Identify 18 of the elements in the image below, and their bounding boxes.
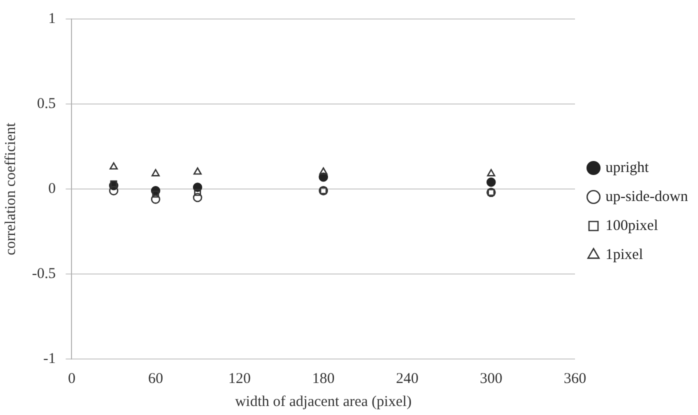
y-axis-title: correlation coefficient	[2, 122, 19, 256]
legend-label: up-side-down	[606, 188, 688, 205]
x-axis-title: width of adjacent area (pixel)	[235, 394, 412, 410]
x-tick-label: 0	[68, 370, 76, 387]
x-tick-label: 360	[564, 370, 586, 387]
x-tick-label: 120	[228, 370, 251, 387]
y-tick-label: 0	[48, 180, 56, 197]
y-tick-label: -1	[43, 350, 56, 367]
legend-label: 1pixel	[606, 246, 644, 263]
x-tick-label: 300	[480, 370, 502, 387]
legend-label: upright	[606, 160, 650, 176]
x-tick-label: 180	[312, 370, 335, 387]
legend-label: 100pixel	[606, 218, 658, 234]
x-tick-label: 240	[396, 370, 419, 387]
x-tick-label: 60	[148, 370, 164, 387]
y-tick-label: 1	[48, 10, 56, 27]
y-tick-label: -0.5	[32, 266, 56, 282]
y-tick-label: 0.5	[36, 96, 56, 112]
